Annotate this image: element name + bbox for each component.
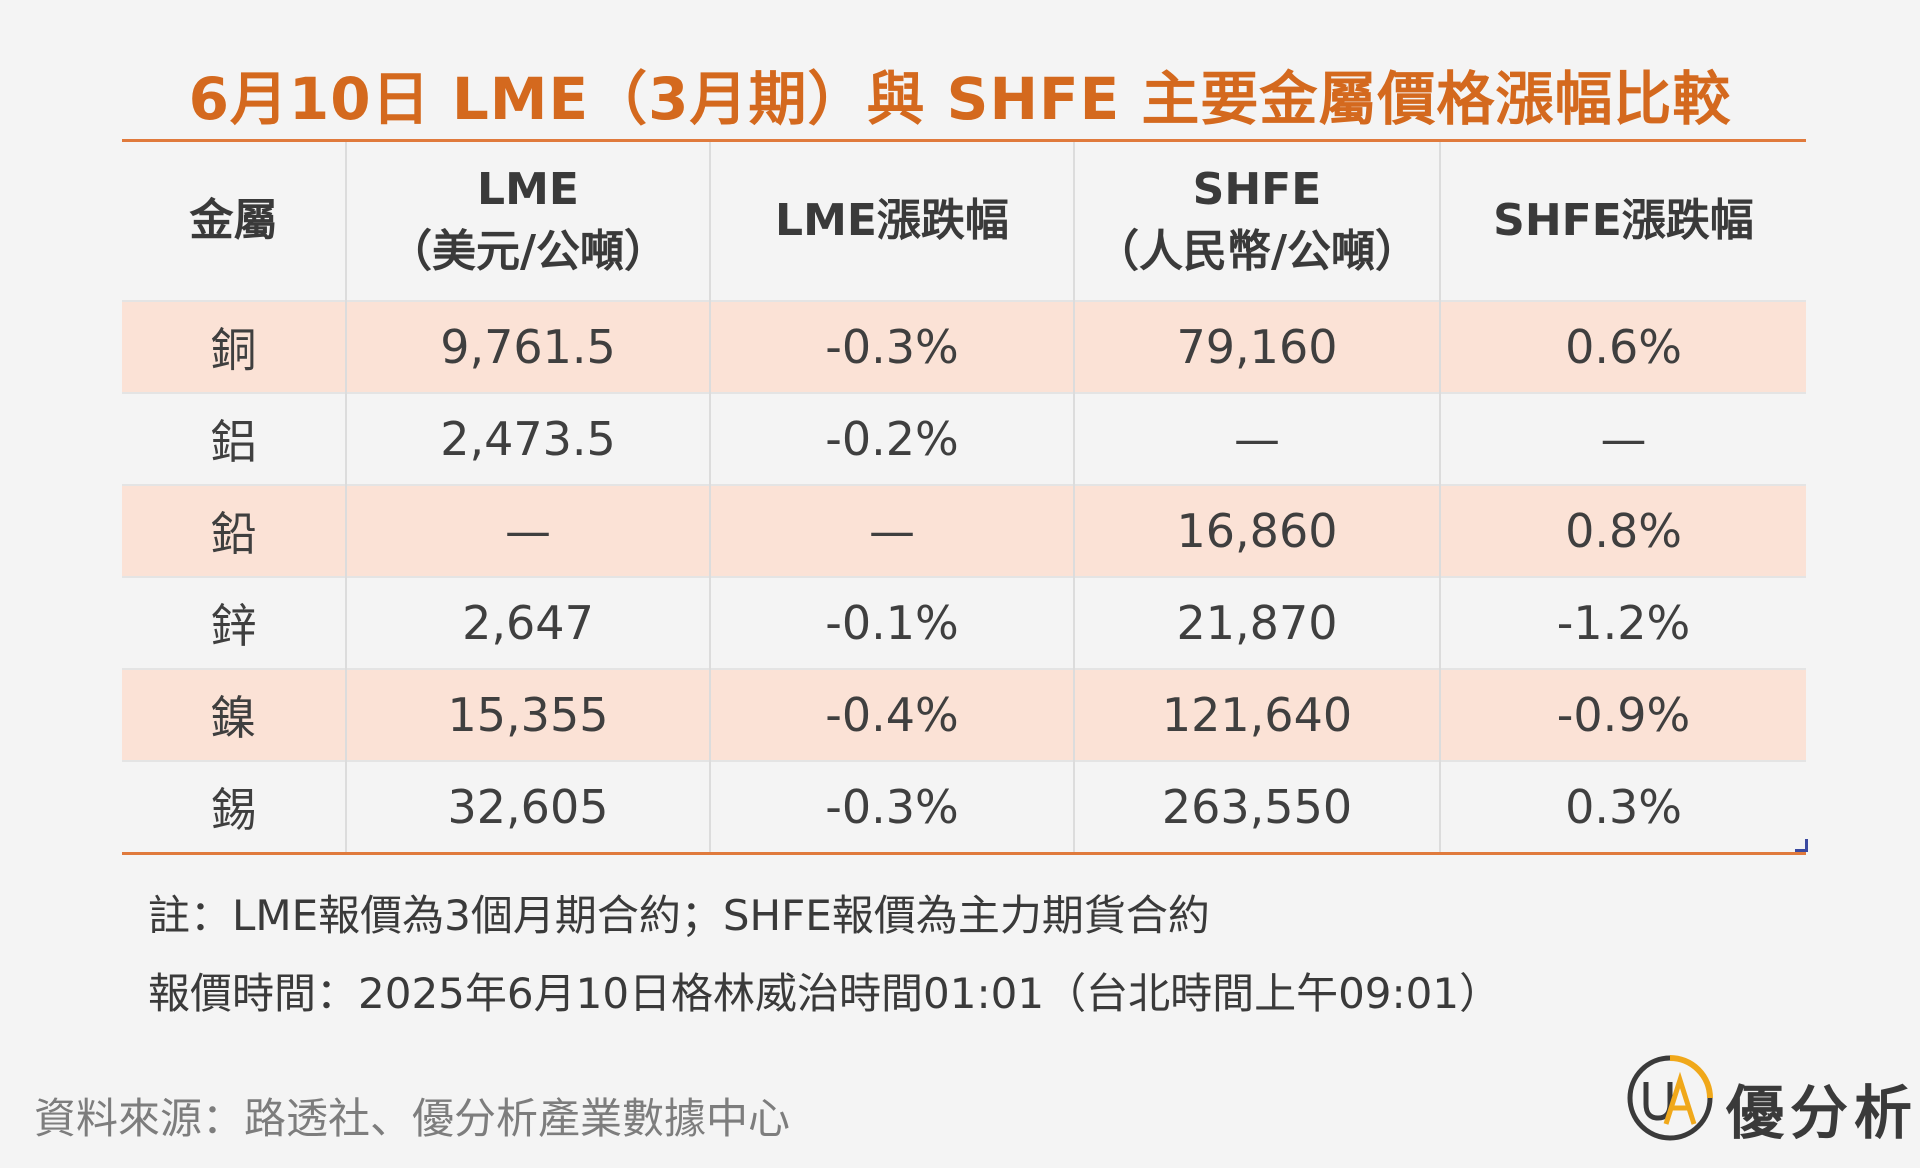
table-row: 鉛 — —16,860 0.8% [122,484,1806,577]
cell-shfe-price: 16,860 [1073,484,1440,577]
header-line: SHFE漲跌幅 [1493,195,1754,246]
logo-text: 優分析 [1726,1079,1919,1147]
cell-lme-change: -0.3% [709,300,1074,393]
cell-metal: 銅 [122,300,346,393]
cell-shfe-price: — [1073,392,1440,485]
cell-shfe-change: — [1439,392,1806,485]
cell-lme-price: 15,355 [345,668,710,761]
cell-lme-change: — [709,484,1074,577]
cell-shfe-price: 79,160 [1073,300,1440,393]
cell-shfe-price: 263,550 [1073,760,1440,852]
note-quote-time: 報價時間：2025年6月10日格林威治時間01:01（台北時間上午09:01） [148,969,1502,1018]
cell-shfe-change: -0.9% [1439,668,1806,761]
cell-lme-price: — [345,484,710,577]
cell-shfe-change: 0.8% [1439,484,1806,577]
data-source: 資料來源：路透社、優分析產業數據中心 [34,1094,791,1143]
table-body: 銅 9,761.5 -0.3% 79,160 0.6% 鋁 2,473.5 -0.2% — — 鉛 —… [122,300,1806,852]
price-comparison-table-wrap: 金屬 LME （美元/公噸） LME漲跌幅 SHFE （人民幣/公噸） SHFE… [122,139,1806,855]
header-lme-price: LME （美元/公噸） [345,142,710,301]
header-lme-change: LME漲跌幅 [709,142,1074,301]
cell-metal: 錫 [122,760,346,852]
cell-lme-price: 32,605 [345,760,710,852]
cell-metal: 鎳 [122,668,346,761]
chart-title: 6月10日 LME（3月期）與 SHFE 主要金屬價格漲幅比較 [188,65,1732,133]
cell-lme-change: -0.4% [709,668,1074,761]
cell-shfe-change: -1.2% [1439,576,1806,669]
table-row: 鋁 2,473.5 -0.2% — — [122,392,1806,485]
price-comparison-table: 金屬 LME （美元/公噸） LME漲跌幅 SHFE （人民幣/公噸） SHFE… [122,142,1806,852]
table-row: 鋅 2,647 -0.1% 21,870 -1.2% [122,576,1806,669]
table-row: 銅 9,761.5 -0.3% 79,160 0.6% [122,300,1806,393]
ua-logo-icon [1627,1055,1713,1141]
cell-metal: 鉛 [122,484,346,577]
note-contract: 註：LME報價為3個月期合約；SHFE報價為主力期貨合約 [148,891,1210,940]
header-unit: （美元/公噸） [387,226,669,277]
cell-lme-price: 2,647 [345,576,710,669]
brand-logo: 優分析 [1624,1052,1912,1152]
table-row: 鎳 15,355 -0.4% 121,640 -0.9% [122,668,1806,761]
cell-lme-price: 2,473.5 [345,392,710,485]
cell-shfe-change: 0.6% [1439,300,1806,393]
cell-lme-price: 9,761.5 [345,300,710,393]
corner-mark [1795,839,1808,852]
header-unit: （人民幣/公噸） [1094,226,1420,277]
cell-lme-change: -0.1% [709,576,1074,669]
header-line: LME漲跌幅 [775,195,1009,246]
cell-shfe-change: 0.3% [1439,760,1806,852]
header-line: SHFE [1192,164,1322,215]
header-line: 金屬 [189,195,278,246]
cell-lme-change: -0.2% [709,392,1074,485]
cell-metal: 鋅 [122,576,346,669]
header-metal: 金屬 [122,142,346,301]
table-row: 錫 32,605 -0.3% 263,550 0.3% [122,760,1806,852]
cell-metal: 鋁 [122,392,346,485]
cell-lme-change: -0.3% [709,760,1074,852]
cell-shfe-price: 121,640 [1073,668,1440,761]
table-header-row: 金屬 LME （美元/公噸） LME漲跌幅 SHFE （人民幣/公噸） SHFE… [122,142,1806,301]
cell-shfe-price: 21,870 [1073,576,1440,669]
header-shfe-change: SHFE漲跌幅 [1439,142,1806,301]
header-line: LME [477,164,579,215]
header-shfe-price: SHFE （人民幣/公噸） [1073,142,1440,301]
